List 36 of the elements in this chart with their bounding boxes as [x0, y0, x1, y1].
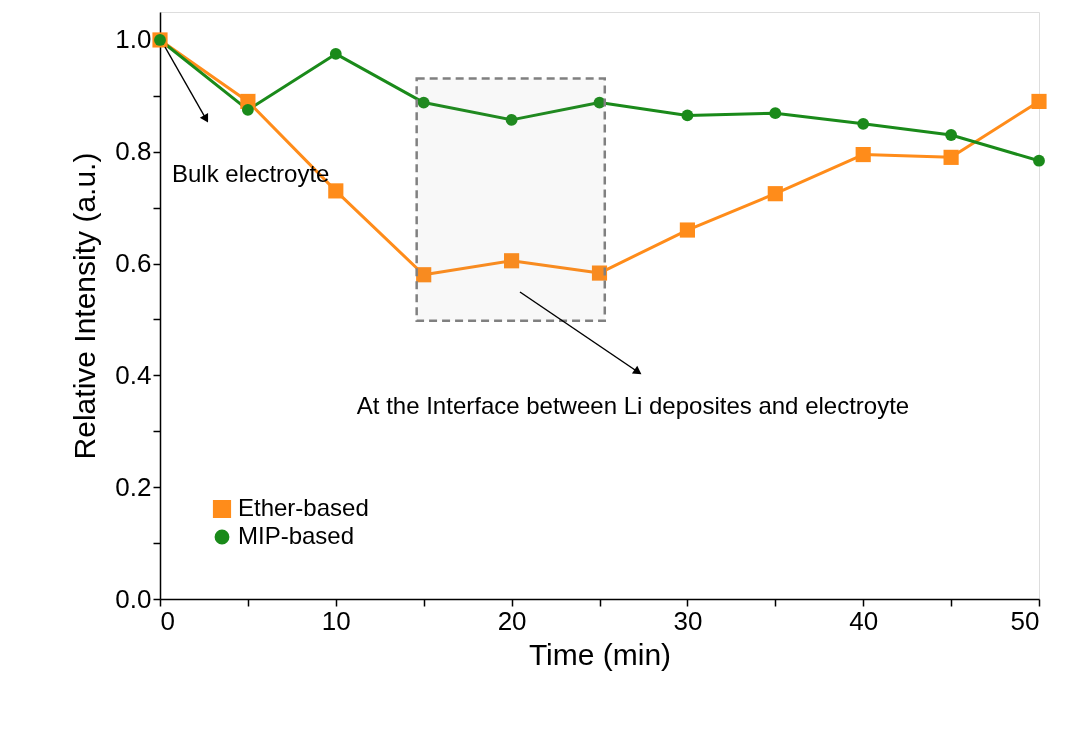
point — [769, 107, 782, 120]
x-tick-label: 20 — [497, 605, 527, 636]
y-axis-title: Relative Intensity (a.u.) — [68, 152, 102, 460]
point — [504, 253, 520, 269]
point — [679, 222, 695, 238]
y-tick-label: 0.0 — [115, 583, 152, 614]
point — [241, 103, 254, 116]
x-tick-label: 30 — [673, 605, 703, 636]
y-tick-label: 0.4 — [115, 359, 152, 390]
point — [505, 113, 518, 126]
point — [417, 96, 430, 109]
point — [329, 48, 342, 60]
point — [943, 149, 959, 165]
x-tick-label: 0 — [160, 605, 175, 636]
point — [681, 109, 694, 122]
point — [416, 267, 432, 283]
point — [1031, 93, 1047, 110]
point — [1033, 154, 1045, 167]
x-axis-title: Time (min) — [528, 637, 672, 671]
annotation: At the Interface between Li deposites and electroyte — [356, 392, 910, 419]
x-tick-label: 40 — [849, 605, 879, 636]
point — [593, 96, 606, 109]
legend-label: MIP-based — [238, 522, 355, 549]
point — [767, 186, 783, 202]
y-tick-label: 1.0 — [115, 24, 152, 55]
y-tick-label: 0.8 — [115, 136, 152, 167]
point — [945, 129, 958, 141]
point — [857, 117, 870, 130]
y-tick-label: 0.2 — [115, 471, 152, 502]
point — [328, 183, 344, 199]
point — [591, 265, 608, 281]
y-tick-label: 0.6 — [115, 248, 152, 279]
x-tick-label: 50 — [1010, 605, 1040, 636]
x-tick-label: 10 — [321, 605, 351, 636]
point — [855, 146, 871, 163]
legend-label: Ether-based — [238, 494, 369, 521]
